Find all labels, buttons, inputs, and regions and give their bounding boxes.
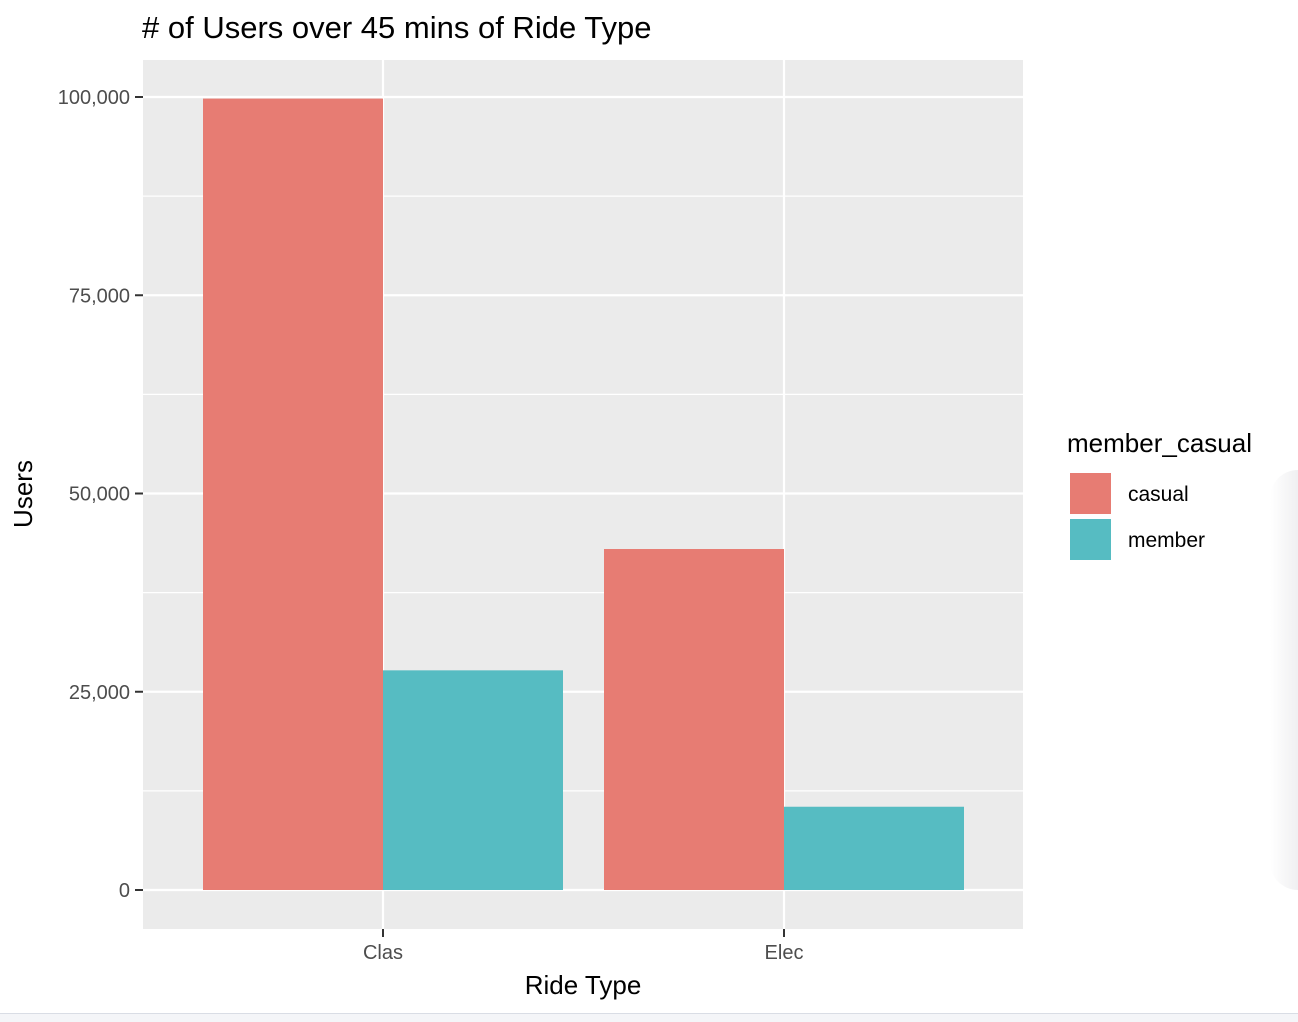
y-axis: 0 25,000 50,000 75,000 100,000 — [58, 87, 143, 902]
legend-swatch-member — [1070, 519, 1111, 560]
side-panel-edge — [1270, 470, 1298, 890]
y-tick-label: 75,000 — [69, 285, 130, 307]
y-tick-label: 0 — [119, 880, 130, 902]
y-tick-label: 25,000 — [69, 682, 130, 704]
bar-member-elec — [784, 806, 964, 890]
legend-label-casual: casual — [1128, 483, 1189, 506]
bars — [203, 98, 964, 890]
window-bottom-edge — [0, 1013, 1298, 1022]
legend-label-member: member — [1128, 529, 1205, 552]
x-axis-title: Ride Type — [525, 970, 642, 1000]
bar-casual-clas — [203, 98, 383, 890]
bar-member-clas — [383, 670, 563, 890]
bar-casual-elec — [604, 549, 784, 890]
y-axis-title: Users — [8, 460, 38, 528]
y-tick-label: 100,000 — [58, 87, 130, 109]
chart-title: # of Users over 45 mins of Ride Type — [142, 10, 651, 45]
x-axis: Clas Elec — [363, 929, 803, 964]
legend-swatch-casual — [1070, 473, 1111, 514]
x-tick-label: Clas — [363, 942, 403, 964]
legend-items: casual member — [1068, 471, 1205, 562]
legend: member_casual casual member — [1067, 428, 1252, 562]
legend-title: member_casual — [1067, 428, 1252, 458]
x-tick-label: Elec — [765, 942, 804, 964]
y-tick-label: 50,000 — [69, 484, 130, 506]
